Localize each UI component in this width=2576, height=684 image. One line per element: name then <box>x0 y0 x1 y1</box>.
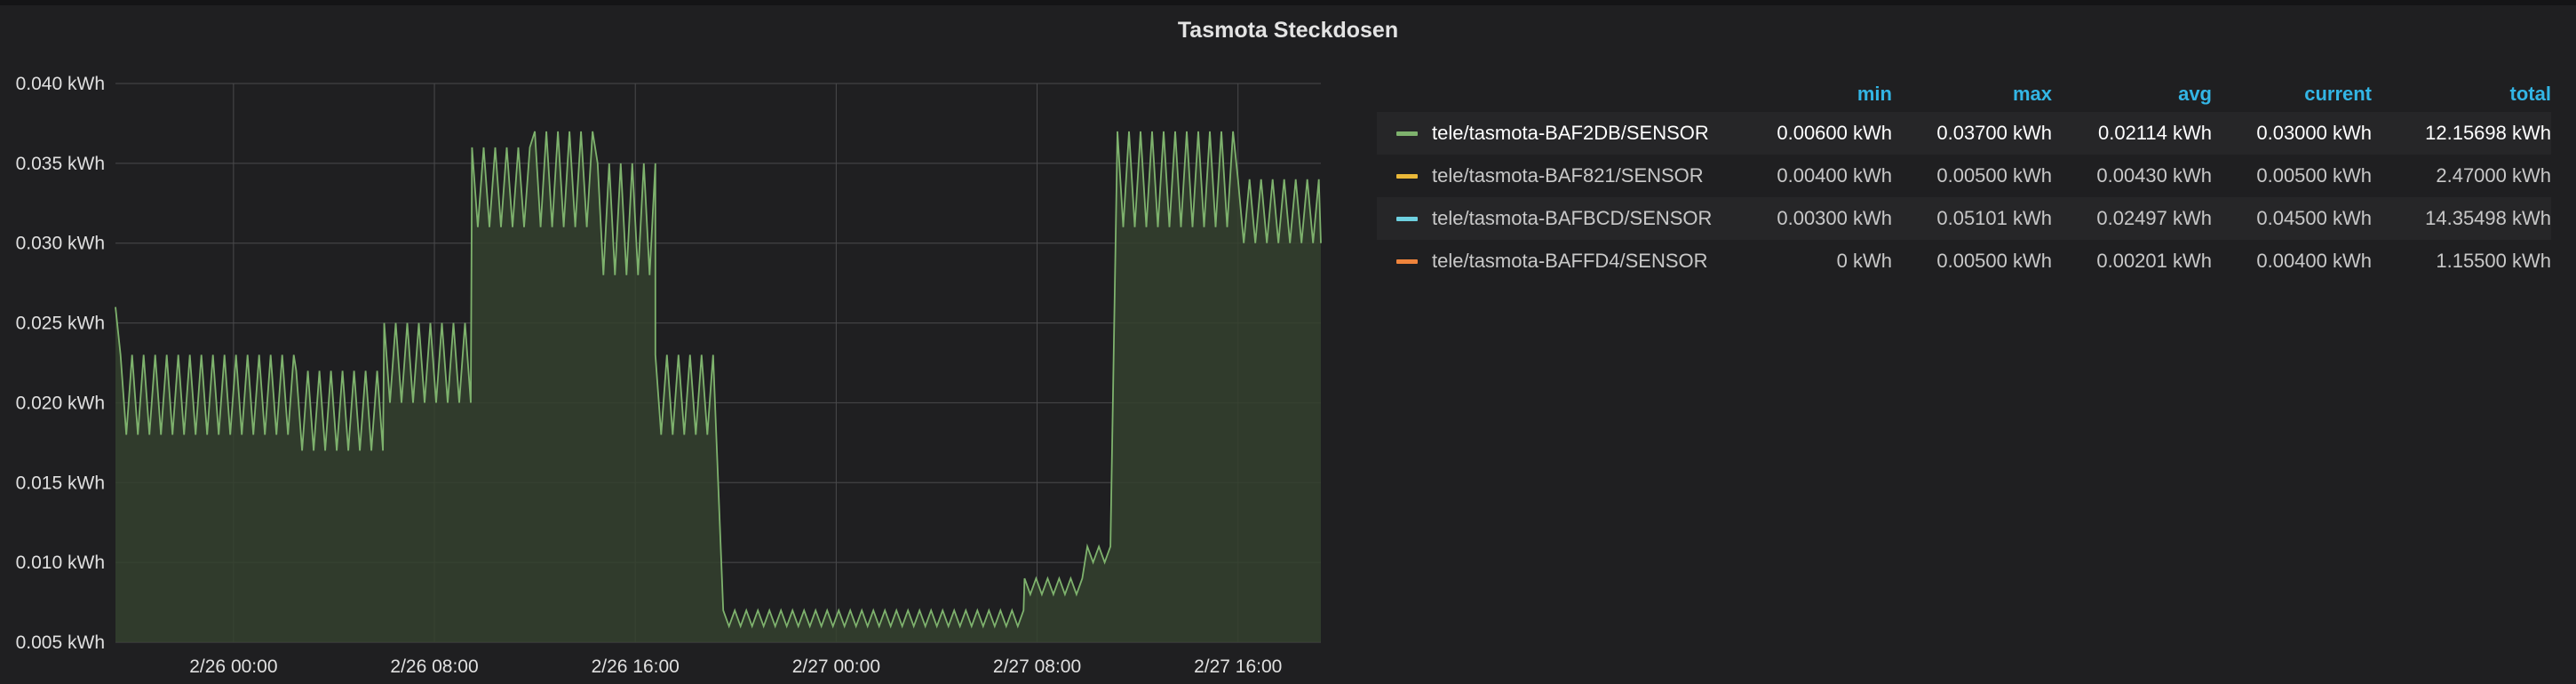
series-avg: 0.02497 kWh <box>2096 207 2212 229</box>
panel-top-border <box>0 0 2576 5</box>
series-current: 0.03000 kWh <box>2256 122 2372 144</box>
series-line[interactable] <box>115 131 1322 629</box>
legend-col-max[interactable]: max <box>2012 83 2052 105</box>
series-avg: 0.00201 kWh <box>2096 250 2212 272</box>
series-current: 0.00500 kWh <box>2256 164 2372 187</box>
legend-table: min max avg current total tele/tasmota-B… <box>1377 76 2551 282</box>
series-avg: 0.00430 kWh <box>2096 164 2212 187</box>
legend-col-total[interactable]: total <box>2509 83 2551 105</box>
x-tick-label: 2/27 16:00 <box>1194 656 1282 677</box>
series-min: 0.00600 kWh <box>1777 122 1892 144</box>
x-tick-label: 2/26 08:00 <box>390 656 478 677</box>
y-tick-label: 0.020 kWh <box>16 393 105 413</box>
legend-row[interactable]: tele/tasmota-BAFFD4/SENSOR 0 kWh 0.00500… <box>1377 240 2551 282</box>
legend-col-current[interactable]: current <box>2304 83 2372 105</box>
series-color-swatch[interactable] <box>1396 258 1418 264</box>
series-total: 12.15698 kWh <box>2425 122 2551 144</box>
series-total: 2.47000 kWh <box>2436 164 2551 187</box>
y-tick-label: 0.010 kWh <box>16 553 105 573</box>
series-current: 0.00400 kWh <box>2256 250 2372 272</box>
series-min: 0 kWh <box>1836 250 1892 272</box>
legend-header: min max avg current total <box>1377 76 2551 112</box>
series-max: 0.00500 kWh <box>1936 250 2052 272</box>
series-max: 0.03700 kWh <box>1936 122 2052 144</box>
series-total: 14.35498 kWh <box>2425 207 2551 229</box>
legend-col-avg[interactable]: avg <box>2178 83 2212 105</box>
series-min: 0.00400 kWh <box>1777 164 1892 187</box>
series-color-swatch[interactable] <box>1396 216 1418 221</box>
series-area-fill <box>115 131 1321 642</box>
y-tick-label: 0.035 kWh <box>16 154 105 174</box>
legend-row[interactable]: tele/tasmota-BAF821/SENSOR 0.00400 kWh 0… <box>1377 155 2551 197</box>
series-max: 0.00500 kWh <box>1936 164 2052 187</box>
y-tick-label: 0.005 kWh <box>16 632 105 653</box>
series-name[interactable]: tele/tasmota-BAF821/SENSOR <box>1432 164 1704 187</box>
y-tick-label: 0.015 kWh <box>16 473 105 493</box>
series-avg: 0.02114 kWh <box>2097 122 2212 144</box>
series-name[interactable]: tele/tasmota-BAFBCD/SENSOR <box>1432 207 1713 229</box>
series-name[interactable]: tele/tasmota-BAFFD4/SENSOR <box>1432 250 1708 272</box>
y-tick-label: 0.040 kWh <box>16 74 105 94</box>
series-min: 0.00300 kWh <box>1777 207 1892 229</box>
x-tick-label: 2/27 00:00 <box>792 656 880 677</box>
legend-row[interactable]: tele/tasmota-BAF2DB/SENSOR 0.00600 kWh 0… <box>1377 112 2551 155</box>
y-tick-label: 0.025 kWh <box>16 314 105 334</box>
x-axis: 2/26 00:00 2/26 08:00 2/26 16:00 2/27 00:00… <box>189 656 1282 677</box>
legend-col-min[interactable]: min <box>1856 83 1892 105</box>
series-current: 0.04500 kWh <box>2256 207 2372 229</box>
series-color-swatch[interactable] <box>1396 173 1418 179</box>
y-tick-label: 0.030 kWh <box>16 234 105 254</box>
legend-row[interactable]: tele/tasmota-BAFBCD/SENSOR 0.00300 kWh 0… <box>1377 197 2551 240</box>
y-axis: 0.040 kWh 0.035 kWh 0.030 kWh 0.025 kWh 0.02… <box>16 74 105 653</box>
time-series-chart[interactable]: 0.040 kWh 0.035 kWh 0.030 kWh 0.025 kWh 0.02… <box>0 0 1332 684</box>
panel-title[interactable]: Tasmota Steckdosen <box>1177 18 1399 43</box>
series-max: 0.05101 kWh <box>1936 207 2052 229</box>
series-color-swatch[interactable] <box>1396 131 1418 136</box>
x-tick-label: 2/26 00:00 <box>189 656 277 677</box>
series-name[interactable]: tele/tasmota-BAF2DB/SENSOR <box>1432 122 1709 144</box>
x-tick-label: 2/26 16:00 <box>592 656 680 677</box>
series-total: 1.15500 kWh <box>2436 250 2551 272</box>
x-tick-label: 2/27 08:00 <box>993 656 1081 677</box>
